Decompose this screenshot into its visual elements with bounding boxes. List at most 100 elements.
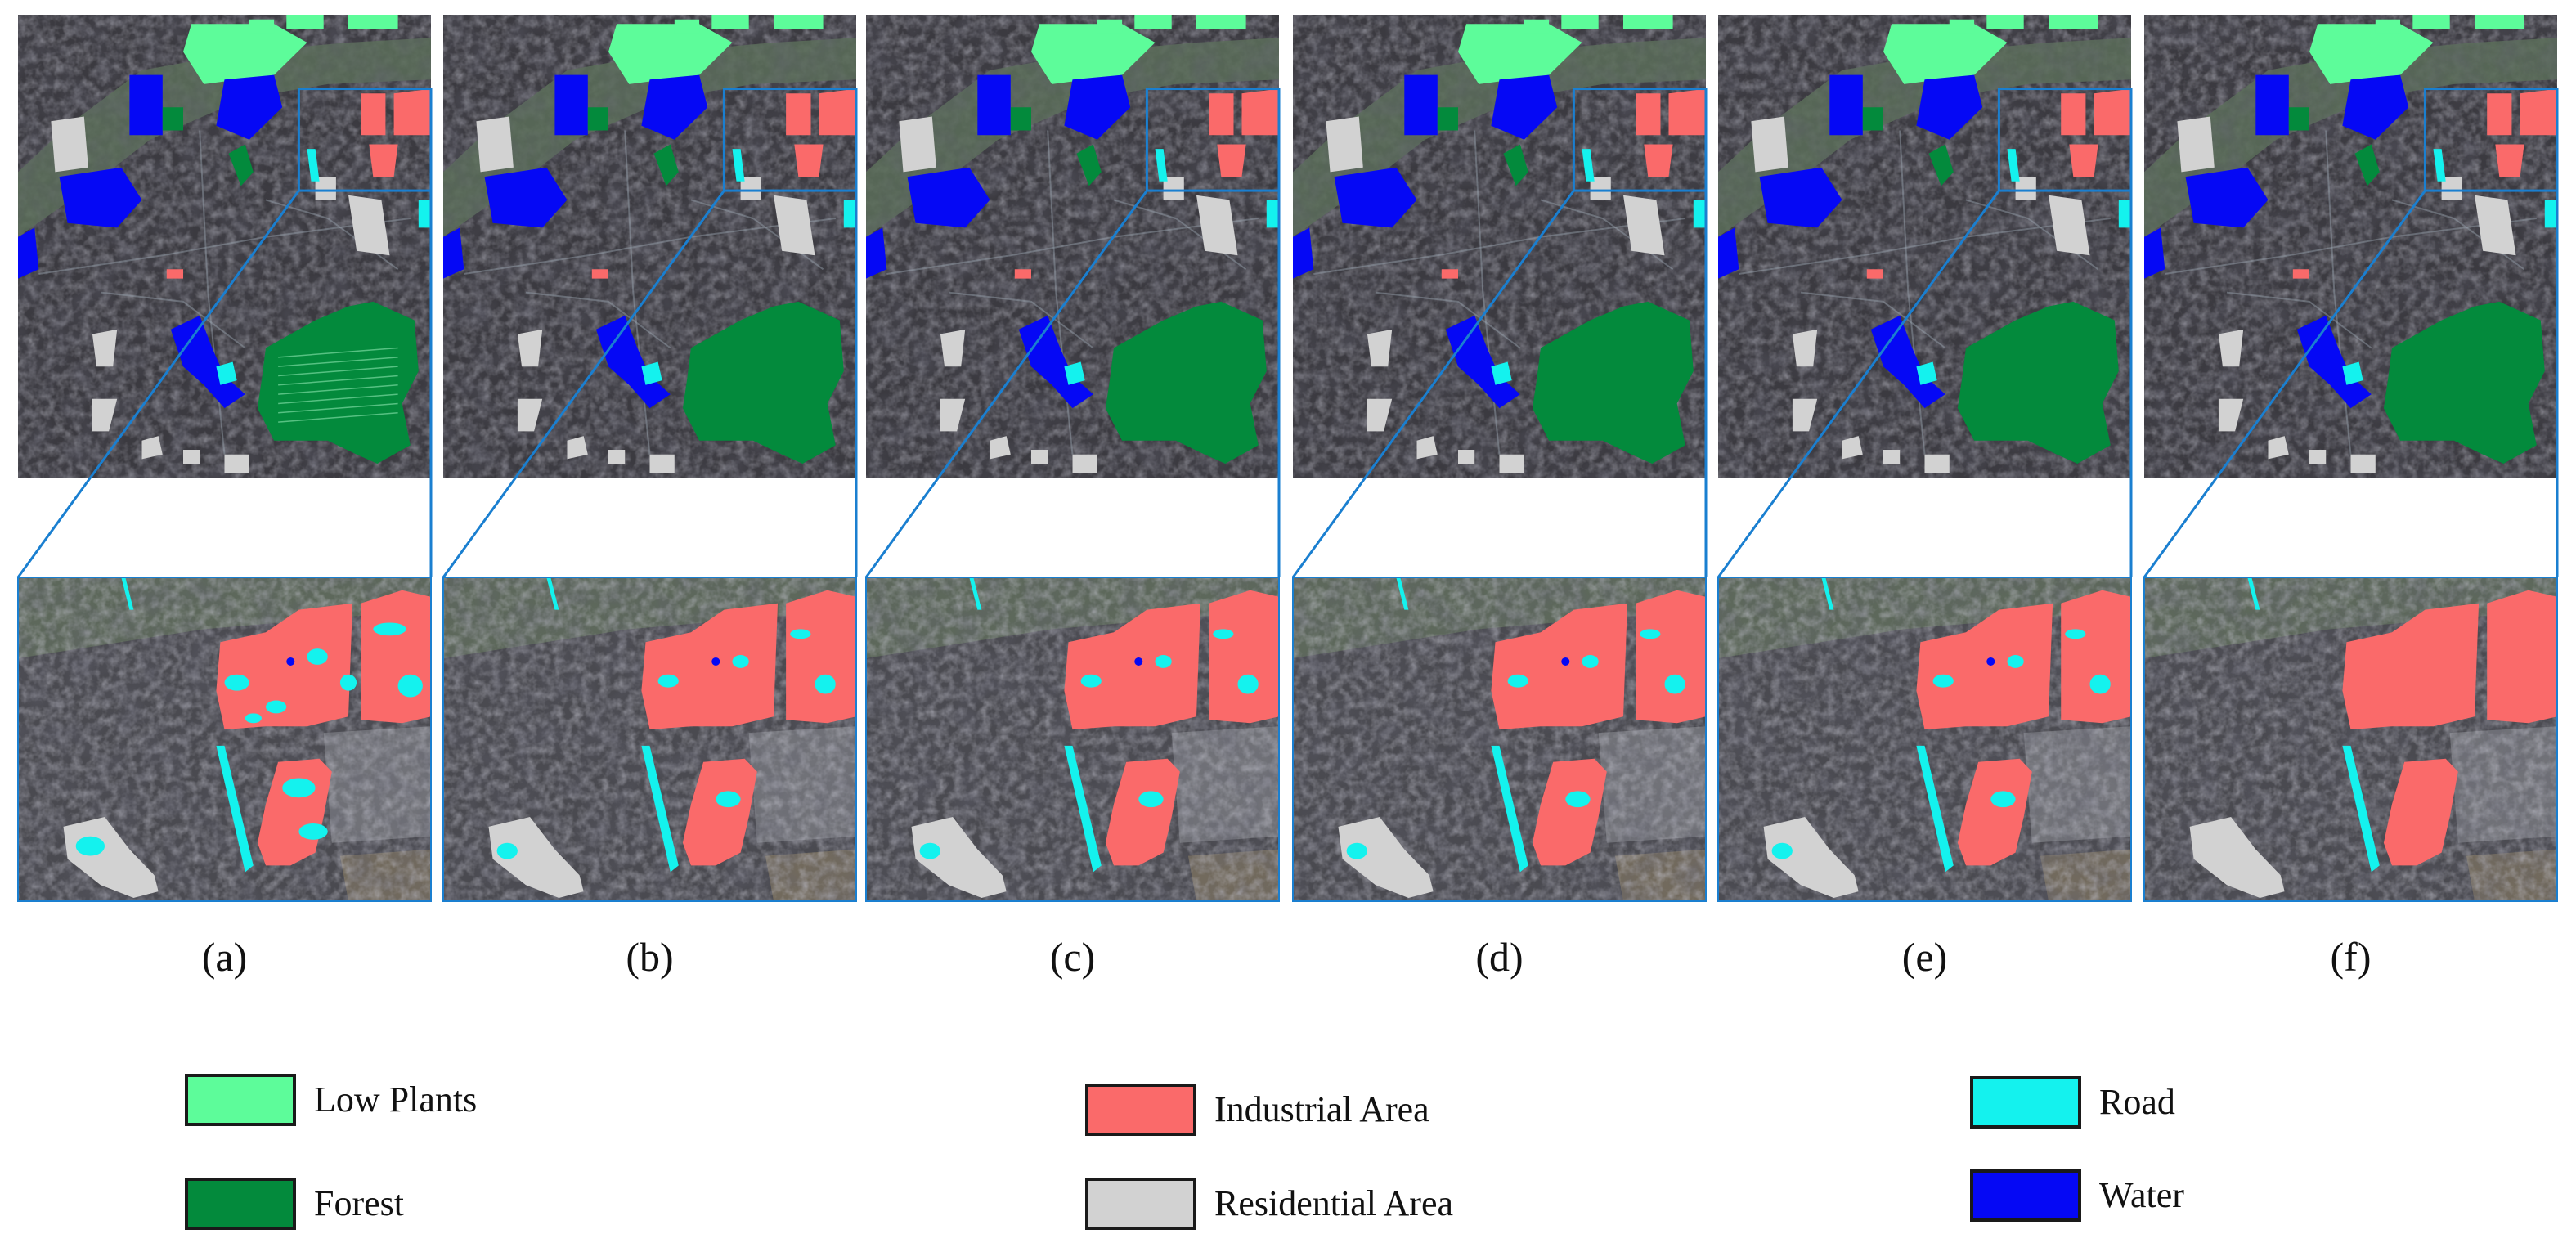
water-region <box>170 315 245 409</box>
residential-area-region <box>315 177 336 200</box>
industrial-area-region <box>786 93 811 136</box>
low-plants-region <box>1986 15 2024 29</box>
residential-area-region <box>608 450 626 464</box>
zoomed-map <box>17 577 432 902</box>
zoom-connector-left <box>2143 190 2426 578</box>
forest-region <box>653 144 679 186</box>
industrial-area-region <box>1014 269 1031 279</box>
industrial-area-region <box>641 603 778 730</box>
residential-area-region <box>1883 450 1901 464</box>
road-region <box>2342 361 2363 385</box>
road-line <box>1739 218 2111 275</box>
zoomed-frame <box>2143 577 2558 902</box>
panel-2 <box>442 15 858 902</box>
road-misclassification <box>1990 791 2016 808</box>
legend-swatch-forest <box>185 1178 296 1230</box>
industrial-area-region <box>393 88 431 136</box>
road-region <box>969 577 982 610</box>
low-plants-region <box>183 24 307 84</box>
residential-area-region <box>1163 177 1184 200</box>
road-misclassification <box>1664 674 1685 694</box>
low-plants-region <box>1196 15 1246 29</box>
water-region <box>1759 167 1842 228</box>
road-misclassification <box>1507 674 1528 688</box>
water-region <box>907 167 990 228</box>
road-region <box>1064 745 1102 873</box>
low-plants-region <box>674 19 700 34</box>
residential-area-region <box>1751 116 1788 173</box>
road-misclassification <box>1346 842 1367 859</box>
panel-label-5: (e) <box>1901 934 1948 980</box>
zoom-connector-left <box>864 190 1148 578</box>
industrial-area-region <box>1916 603 2053 730</box>
residential-area-region <box>1338 817 1434 898</box>
legend-label-residential-area: Residential Area <box>1214 1183 1454 1223</box>
road-line <box>2165 218 2537 275</box>
low-plants-region <box>2375 19 2401 34</box>
overview-map <box>18 15 433 478</box>
residential-area-region <box>1367 398 1393 432</box>
industrial-area-region <box>1644 144 1673 177</box>
panel-5 <box>1717 15 2133 902</box>
road-region <box>641 745 679 873</box>
residential-area-region <box>1072 454 1097 473</box>
residential-area-region <box>141 436 163 460</box>
water-speck <box>1561 657 1570 666</box>
residential-area-region <box>911 817 1007 898</box>
road-line <box>886 218 1259 275</box>
residential-area-region <box>224 454 249 473</box>
zoom-connector-left <box>16 190 300 578</box>
residential-area-region <box>2189 817 2285 898</box>
industrial-area-region <box>216 603 353 730</box>
road-line <box>948 291 1094 349</box>
low-plants-region <box>1458 24 1582 84</box>
industrial-area-region <box>1957 758 2032 866</box>
industrial-area-region <box>1636 93 1661 136</box>
road-region <box>121 577 134 610</box>
forest-region <box>162 107 183 131</box>
road-misclassification <box>2065 629 2086 639</box>
legend-swatch-residential-area <box>1085 1178 1196 1230</box>
road-misclassification <box>1080 674 1102 688</box>
road-misclassification <box>373 622 406 636</box>
residential-area-region <box>1623 195 1665 256</box>
forest-region <box>228 144 254 186</box>
low-plants-region <box>1134 15 1172 29</box>
road-misclassification <box>919 842 940 859</box>
road-misclassification <box>307 648 328 665</box>
residential-area-region <box>2177 116 2215 173</box>
forest-region <box>1076 144 1102 186</box>
residential-area-region <box>92 329 118 367</box>
industrial-area-region <box>2487 590 2557 724</box>
industrial-area-region <box>794 144 824 177</box>
overview-map <box>443 15 858 478</box>
road-region <box>1582 149 1595 182</box>
industrial-area-region <box>361 93 386 136</box>
water-region <box>977 74 1011 136</box>
residential-area-region <box>2218 329 2244 367</box>
industrial-area-region <box>2383 758 2458 866</box>
overview-map <box>866 15 1281 478</box>
road-misclassification <box>266 700 287 714</box>
forest-noise-stripe <box>278 402 398 414</box>
residential-area-region <box>940 398 966 432</box>
residential-area-region <box>1367 329 1393 367</box>
road-region <box>1396 577 1409 610</box>
water-region <box>443 227 464 279</box>
overview-map <box>1718 15 2133 478</box>
road-region <box>1266 200 1279 228</box>
road-misclassification <box>397 674 423 698</box>
road-region <box>1693 200 1706 228</box>
road-misclassification <box>1771 842 1793 859</box>
low-plants-region <box>2475 15 2524 29</box>
road-line <box>464 218 836 275</box>
low-plants-region <box>1949 19 1975 34</box>
industrial-area-region <box>2520 88 2557 136</box>
low-plants-region <box>249 19 275 34</box>
water-region <box>1293 227 1314 279</box>
zoom-box <box>1145 88 1281 192</box>
residential-area-region <box>348 195 390 256</box>
residential-area-region <box>1458 450 1475 464</box>
legend-swatch-road <box>1970 1076 2081 1129</box>
residential-area-region <box>2049 195 2090 256</box>
